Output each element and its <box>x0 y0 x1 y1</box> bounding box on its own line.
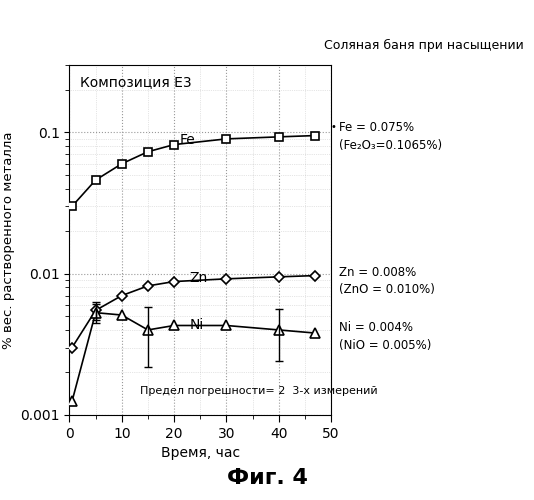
Text: •: • <box>331 122 337 132</box>
Text: Предел погрешности= 2  3-х измерений: Предел погрешности= 2 3-х измерений <box>140 386 378 396</box>
Text: Fe: Fe <box>179 134 195 147</box>
Text: Фиг. 4: Фиг. 4 <box>226 468 308 487</box>
Text: (ZnO = 0.010%): (ZnO = 0.010%) <box>339 284 435 296</box>
Text: Ni = 0.004%: Ni = 0.004% <box>339 321 413 334</box>
Text: Соляная баня при насыщении: Соляная баня при насыщении <box>324 40 523 52</box>
Text: Fe = 0.075%: Fe = 0.075% <box>339 121 414 134</box>
Text: Zn: Zn <box>190 271 208 285</box>
Text: (Fe₂O₃=0.1065%): (Fe₂O₃=0.1065%) <box>339 138 442 151</box>
X-axis label: Время, час: Время, час <box>161 446 240 460</box>
Text: Zn = 0.008%: Zn = 0.008% <box>339 266 417 279</box>
Text: (NiO = 0.005%): (NiO = 0.005%) <box>339 338 431 351</box>
Text: Композиция Е3: Композиция Е3 <box>80 76 192 90</box>
Text: Ni: Ni <box>190 318 204 332</box>
Y-axis label: % вес. растворенного металла: % вес. растворенного металла <box>2 131 14 349</box>
